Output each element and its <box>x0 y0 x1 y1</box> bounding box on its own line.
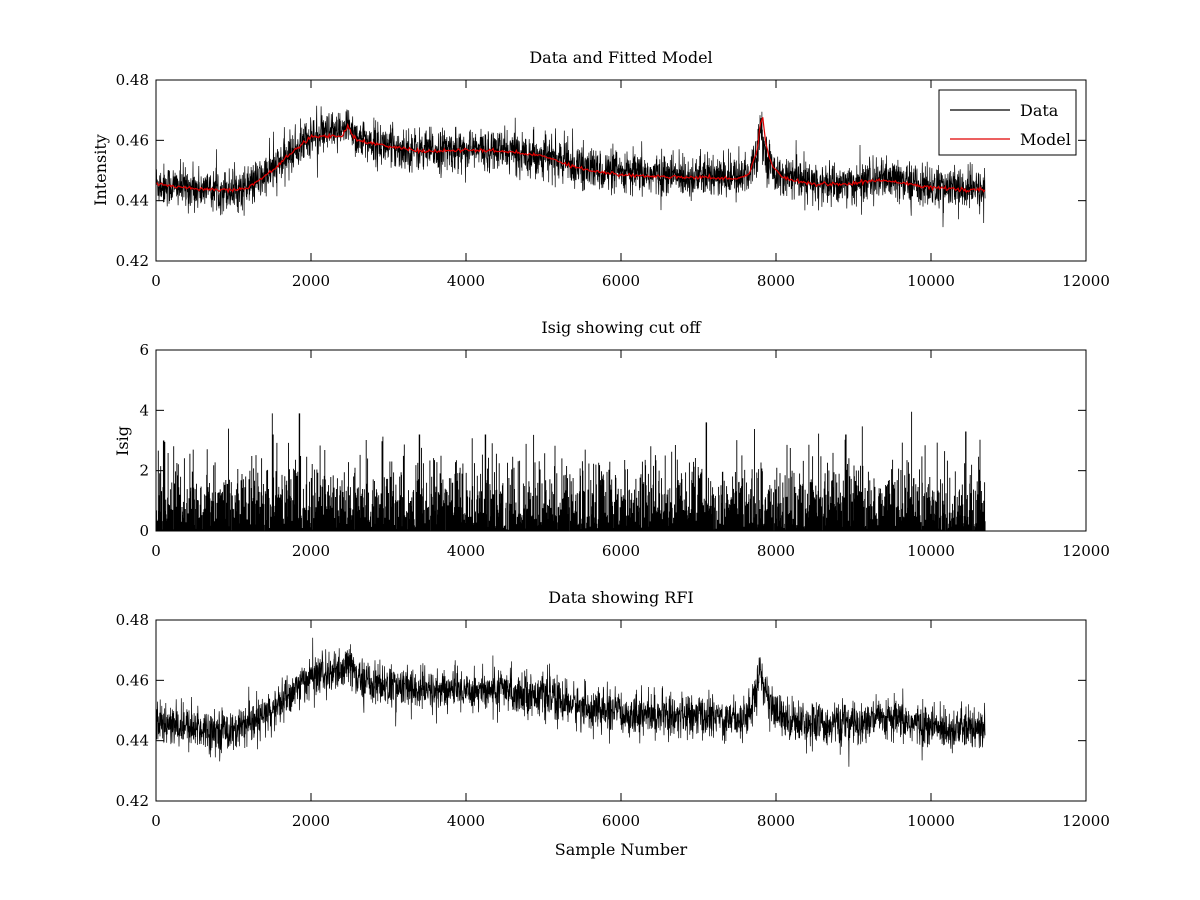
legend-label-model: Model <box>1020 130 1071 149</box>
y-tick-label: 6 <box>139 341 149 359</box>
panel-isig-showing-cut-off: Isig showing cut off Isig 0 2000 4000 6000 8… <box>113 318 1110 560</box>
x-tick-label: 10000 <box>907 812 955 830</box>
y-tick-label: 0.44 <box>116 732 149 750</box>
axes-layer: 0 2000 4000 6000 8000 10000 12000 0.42 0.44 0.46 0… <box>116 611 1110 830</box>
axes-layer: 0 2000 4000 6000 8000 10000 12000 0.42 0.44 0.46 0… <box>116 71 1110 290</box>
x-tick-label: 6000 <box>602 272 640 290</box>
series-line-isig <box>155 411 986 531</box>
y-tick-label: 0.42 <box>116 252 149 270</box>
x-tick-label: 8000 <box>757 542 795 560</box>
y-tick-label: 0.46 <box>116 131 149 149</box>
x-tick-label: 10000 <box>907 542 955 560</box>
y-tick-label: 0.42 <box>116 792 149 810</box>
series-layer <box>155 105 986 228</box>
legend-box <box>938 89 1077 156</box>
y-axis-label: Intensity <box>91 134 110 206</box>
legend: Data Model <box>938 89 1077 156</box>
x-tick-label: 4000 <box>447 272 485 290</box>
x-tick-label: 12000 <box>1062 272 1110 290</box>
x-tick-label: 0 <box>151 812 161 830</box>
y-tick-label: 0.46 <box>116 671 149 689</box>
x-tick-label: 4000 <box>447 812 485 830</box>
series-layer <box>155 637 986 767</box>
panel-title: Isig showing cut off <box>541 318 702 337</box>
y-tick-label: 2 <box>139 462 149 480</box>
series-layer <box>155 411 986 531</box>
x-tick-label: 0 <box>151 272 161 290</box>
x-tick-label: 2000 <box>292 812 330 830</box>
y-tick-label: 0.48 <box>116 611 149 629</box>
series-line-data <box>155 637 986 767</box>
y-axis-label: Isig <box>113 426 132 456</box>
x-tick-label: 6000 <box>602 812 640 830</box>
panel-title: Data and Fitted Model <box>529 48 712 67</box>
x-tick-label: 12000 <box>1062 542 1110 560</box>
y-tick-label: 0.44 <box>116 192 149 210</box>
panel-data-showing-rfi: Data showing RFI 0 2000 4000 6000 8000 10000 1… <box>116 588 1110 830</box>
x-tick-label: 2000 <box>292 272 330 290</box>
x-tick-label: 4000 <box>447 542 485 560</box>
x-tick-label: 2000 <box>292 542 330 560</box>
x-axis-label: Sample Number <box>555 840 688 859</box>
x-tick-label: 8000 <box>757 812 795 830</box>
x-tick-label: 8000 <box>757 272 795 290</box>
series-line-data <box>155 105 986 228</box>
panel-data-and-fitted-model: Data and Fitted Model Intensity 0 2000 400… <box>91 48 1110 290</box>
y-tick-label: 4 <box>139 401 149 419</box>
y-tick-label: 0 <box>139 522 149 540</box>
axes-layer: 0 2000 4000 6000 8000 10000 12000 0 2 4 6 <box>139 341 1109 560</box>
panel-title: Data showing RFI <box>548 588 693 607</box>
series-line-model <box>155 117 986 194</box>
y-tick-label: 0.48 <box>116 71 149 89</box>
x-tick-label: 12000 <box>1062 812 1110 830</box>
legend-label-data: Data <box>1020 101 1059 120</box>
x-tick-label: 0 <box>151 542 161 560</box>
x-tick-label: 10000 <box>907 272 955 290</box>
x-tick-label: 6000 <box>602 542 640 560</box>
